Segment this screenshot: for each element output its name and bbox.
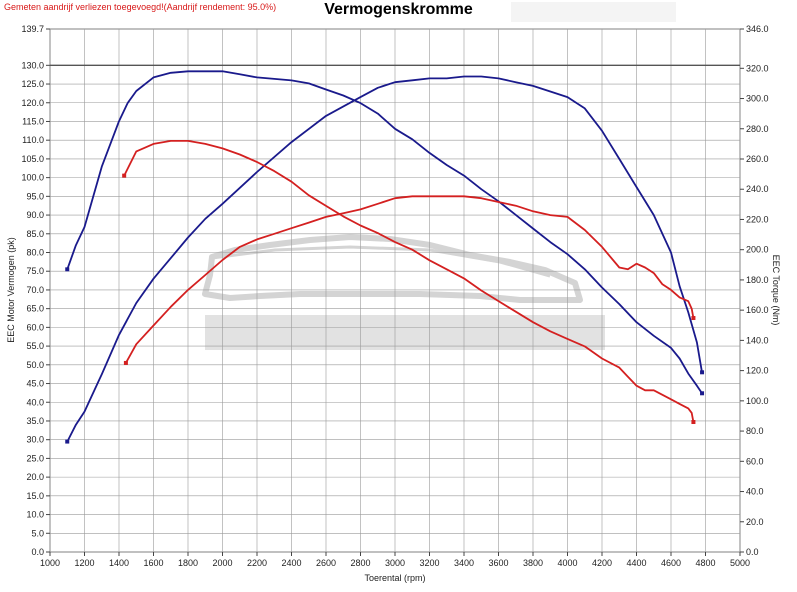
x-tick-label: 3600: [488, 558, 508, 568]
y-tick-label: 35.0: [26, 416, 44, 426]
y-tick-label: 95.0: [26, 191, 44, 201]
y2-tick-label: 120.0: [746, 366, 769, 376]
y2-tick-label: 0.0: [746, 547, 759, 557]
y2-tick-label: 180.0: [746, 275, 769, 285]
y-tick-label: 115.0: [22, 116, 44, 126]
y2-tick-label: 60.0: [746, 456, 764, 466]
y-tick-label: 0.0: [31, 547, 44, 557]
y-tick-label: 20.0: [26, 472, 44, 482]
y-tick-label: 110.0: [22, 135, 44, 145]
y2-tick-label: 20.0: [746, 517, 764, 527]
y2-tick-label: 80.0: [746, 426, 764, 436]
y2-tick-label: 300.0: [746, 94, 769, 104]
x-axis-label: Toerental (rpm): [364, 573, 425, 583]
y-tick-label: 125.0: [21, 79, 44, 89]
y-tick-label: 25.0: [26, 453, 44, 463]
x-tick-label: 3800: [523, 558, 543, 568]
x-tick-label: 3200: [419, 558, 439, 568]
y-axis-right-ticks: 0.0 20.0 40.0 60.0 80.0 100.0 120.0 140.0 160.0 1…: [740, 24, 769, 557]
y-tick-label: 120.0: [21, 98, 44, 108]
series-start-marker: [65, 439, 70, 444]
x-tick-label: 2400: [281, 558, 301, 568]
x-tick-label: 1600: [143, 558, 163, 568]
y2-tick-label: 220.0: [746, 214, 769, 224]
y-tick-label: 45.0: [26, 379, 44, 389]
y2-tick-label: 240.0: [746, 184, 769, 194]
y-tick-label: 130.0: [21, 60, 44, 70]
series-line: [125, 195, 695, 364]
y-tick-label: 139.7: [21, 24, 44, 34]
x-tick-label: 3400: [454, 558, 474, 568]
x-tick-label: 4400: [626, 558, 646, 568]
y-tick-label: 65.0: [26, 304, 44, 314]
x-tick-label: 2600: [316, 558, 336, 568]
y2-tick-label: 280.0: [746, 124, 769, 134]
x-tick-label: 2800: [350, 558, 370, 568]
x-tick-label: 5000: [730, 558, 750, 568]
y2-tick-label: 260.0: [746, 154, 769, 164]
chart-title: Vermogenskromme: [324, 1, 473, 18]
x-tick-label: 1000: [40, 558, 60, 568]
x-tick-label: 3000: [385, 558, 405, 568]
drivetrain-loss-note: Gemeten aandrijf verliezen toegevoegd!(A…: [4, 2, 277, 12]
y2-tick-label: 346.0: [746, 24, 769, 34]
x-tick-label: 4000: [557, 558, 577, 568]
y-axis-left-label: EEC Motor Vermogen (pk): [6, 237, 16, 343]
series-end-marker: [691, 316, 696, 321]
y-tick-label: 85.0: [26, 229, 44, 239]
y-tick-label: 60.0: [26, 322, 44, 332]
y2-tick-label: 200.0: [746, 245, 769, 255]
series-start-marker: [123, 360, 128, 365]
x-tick-label: 4800: [695, 558, 715, 568]
series-line: [66, 70, 703, 394]
x-tick-label: 2200: [247, 558, 267, 568]
y-tick-label: 10.0: [26, 510, 44, 520]
y2-tick-label: 140.0: [746, 335, 769, 345]
y-tick-label: 70.0: [26, 285, 44, 295]
y-tick-label: 40.0: [26, 397, 44, 407]
y-axis-left-ticks: 0.0 5.0 10.0 15.0 20.0 25.0 30.0 35.0 40.0 45.0 50…: [21, 24, 50, 557]
series-end-marker: [700, 391, 705, 396]
y2-tick-label: 100.0: [746, 396, 769, 406]
series-group: [65, 70, 705, 444]
series-line: [123, 139, 695, 423]
grid-lines: [49, 28, 741, 553]
series-line: [66, 75, 703, 443]
y-tick-label: 80.0: [26, 248, 44, 258]
y-tick-label: 15.0: [26, 491, 44, 501]
header-blank-panel: [511, 2, 676, 22]
car-watermark: [202, 234, 605, 350]
x-tick-label: 1200: [74, 558, 94, 568]
x-tick-label: 4600: [661, 558, 681, 568]
y-tick-label: 5.0: [31, 528, 44, 538]
x-axis-ticks: 1000 1200 1400 1600 1800 2000 2200 2400 2600 2800…: [40, 552, 750, 568]
x-tick-label: 1800: [178, 558, 198, 568]
x-tick-label: 4200: [592, 558, 612, 568]
y-tick-label: 30.0: [26, 435, 44, 445]
series-start-marker: [65, 267, 70, 272]
y-tick-label: 105.0: [21, 154, 44, 164]
series-end-marker: [700, 370, 705, 375]
x-tick-label: 1400: [109, 558, 129, 568]
y2-tick-label: 160.0: [746, 305, 769, 315]
y-tick-label: 50.0: [26, 360, 44, 370]
y-axis-right-label: EEC Torque (Nm): [771, 255, 781, 326]
y-tick-label: 90.0: [26, 210, 44, 220]
y2-tick-label: 320.0: [746, 63, 769, 73]
y-tick-label: 100.0: [21, 173, 44, 183]
y2-tick-label: 40.0: [746, 487, 764, 497]
y-tick-label: 55.0: [26, 341, 44, 351]
y-tick-label: 75.0: [26, 266, 44, 276]
series-start-marker: [122, 173, 127, 178]
series-end-marker: [691, 420, 696, 425]
x-tick-label: 2000: [212, 558, 232, 568]
